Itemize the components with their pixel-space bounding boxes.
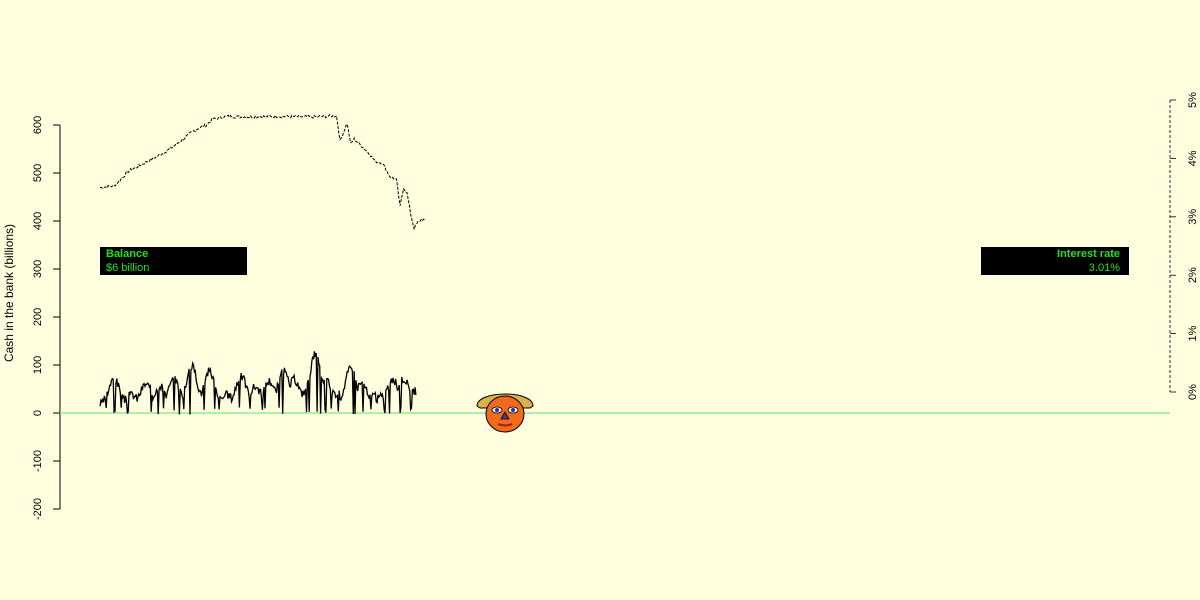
right-pupil-icon	[511, 408, 515, 412]
left-pupil-icon	[495, 408, 499, 412]
right-axis-tick-label: 2%	[1187, 267, 1199, 283]
left-axis: -200 -100 0 100 200 300 400 500 600	[32, 116, 61, 520]
cash-series	[99, 351, 417, 415]
left-axis-tick-label: 300	[32, 260, 44, 278]
left-axis-tick-label: 200	[32, 308, 44, 326]
left-axis-tick-label: -200	[32, 498, 44, 520]
left-axis-tick-label: 400	[32, 212, 44, 230]
balance-panel: Balance $6 billion	[100, 247, 247, 275]
left-axis-tick-label: 0	[32, 410, 44, 416]
right-axis-tick-label: 1%	[1187, 325, 1199, 341]
right-axis: 0% 1% 2% 3% 4% 5%	[1169, 92, 1199, 400]
series-layer	[99, 113, 426, 415]
interest-rate-title: Interest rate	[1057, 248, 1120, 260]
balance-title: Balance	[106, 248, 149, 260]
mouth-icon	[497, 423, 513, 427]
y-axis-label: Cash in the bank (billions)	[2, 224, 16, 362]
interest-rate-panel: Interest rate 3.01%	[981, 247, 1129, 275]
interest-rate-series	[99, 113, 426, 230]
right-axis-tick-label: 5%	[1187, 92, 1199, 108]
right-axis-tick-label: 3%	[1187, 209, 1199, 225]
left-axis-tick-label: 100	[32, 356, 44, 374]
balance-value: $6 billion	[106, 262, 150, 274]
right-axis-tick-label: 0%	[1187, 384, 1199, 400]
right-axis-tick-label: 4%	[1187, 150, 1199, 166]
banker-face-icon	[476, 393, 534, 433]
left-axis-tick-label: 600	[32, 116, 44, 134]
left-axis-tick-label: -100	[32, 450, 44, 472]
left-axis-tick-label: 500	[32, 164, 44, 182]
interest-rate-value: 3.01%	[1088, 262, 1120, 274]
nose-icon	[500, 411, 510, 420]
